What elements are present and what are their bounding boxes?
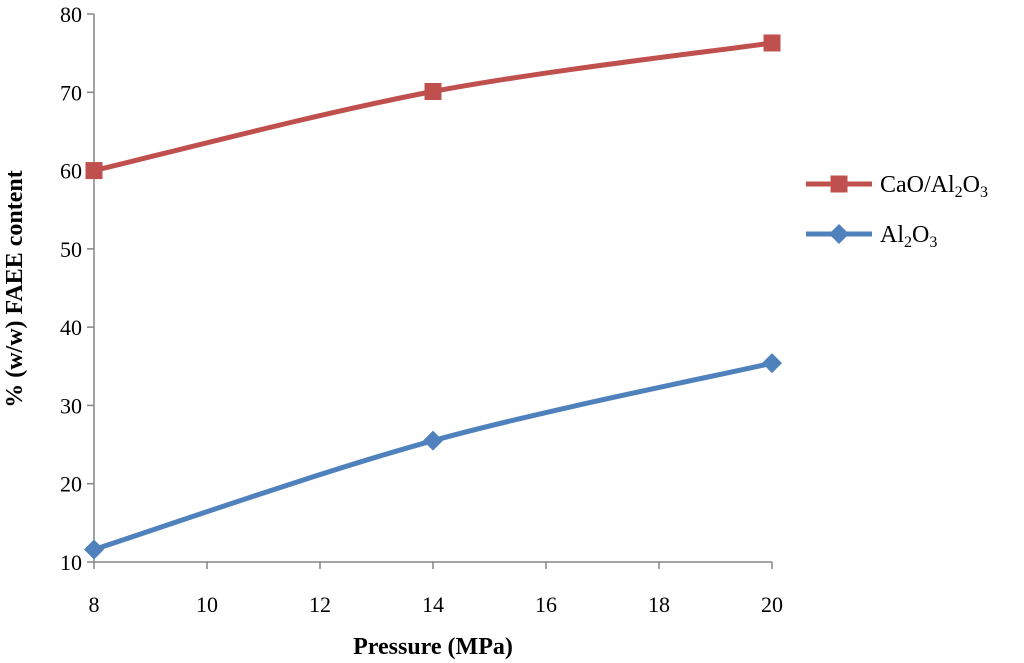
data-point-marker [762, 353, 782, 374]
data-point-marker [424, 83, 442, 101]
legend-marker [830, 175, 848, 193]
series-line [91, 40, 775, 174]
x-tick-label: 16 [535, 592, 557, 617]
series-cao-al2o3 [85, 34, 781, 180]
x-axis-title: Pressure (MPa) [353, 634, 513, 660]
x-tick-label: 18 [648, 592, 670, 617]
y-tick-label: 20 [60, 472, 82, 497]
legend: CaO/Al2O3 Al2O3 [806, 172, 988, 251]
y-tick-label: 30 [60, 393, 82, 418]
legend-label: Al2O3 [880, 222, 937, 251]
x-tick-label: 10 [196, 592, 218, 617]
data-point-marker [423, 430, 443, 451]
y-tick-label: 10 [60, 550, 82, 575]
data-point-marker [763, 34, 781, 52]
y-axis-title: % (w/w) FAEE content [2, 170, 28, 408]
y-tick-label: 40 [60, 315, 82, 340]
x-tick-label: 12 [309, 592, 331, 617]
data-point-marker [85, 162, 103, 180]
data-point-marker [84, 539, 104, 560]
legend-item: Al2O3 [806, 222, 937, 251]
series-layer [84, 34, 782, 560]
legend-marker [829, 224, 849, 244]
x-tick-label: 20 [761, 592, 783, 617]
legend-item: CaO/Al2O3 [806, 172, 988, 201]
series-line [91, 360, 775, 552]
y-tick-label: 60 [60, 159, 82, 184]
legend-label: CaO/Al2O3 [880, 172, 988, 201]
x-tick-label: 8 [89, 592, 100, 617]
y-tick-label: 70 [60, 80, 82, 105]
y-tick-label: 80 [60, 2, 82, 27]
series-al2o3 [84, 353, 782, 560]
y-tick-label: 50 [60, 237, 82, 262]
x-tick-label: 14 [422, 592, 444, 617]
axes: 10 20 30 40 50 60 70 80 8 10 12 14 16 18 20 [60, 2, 783, 617]
